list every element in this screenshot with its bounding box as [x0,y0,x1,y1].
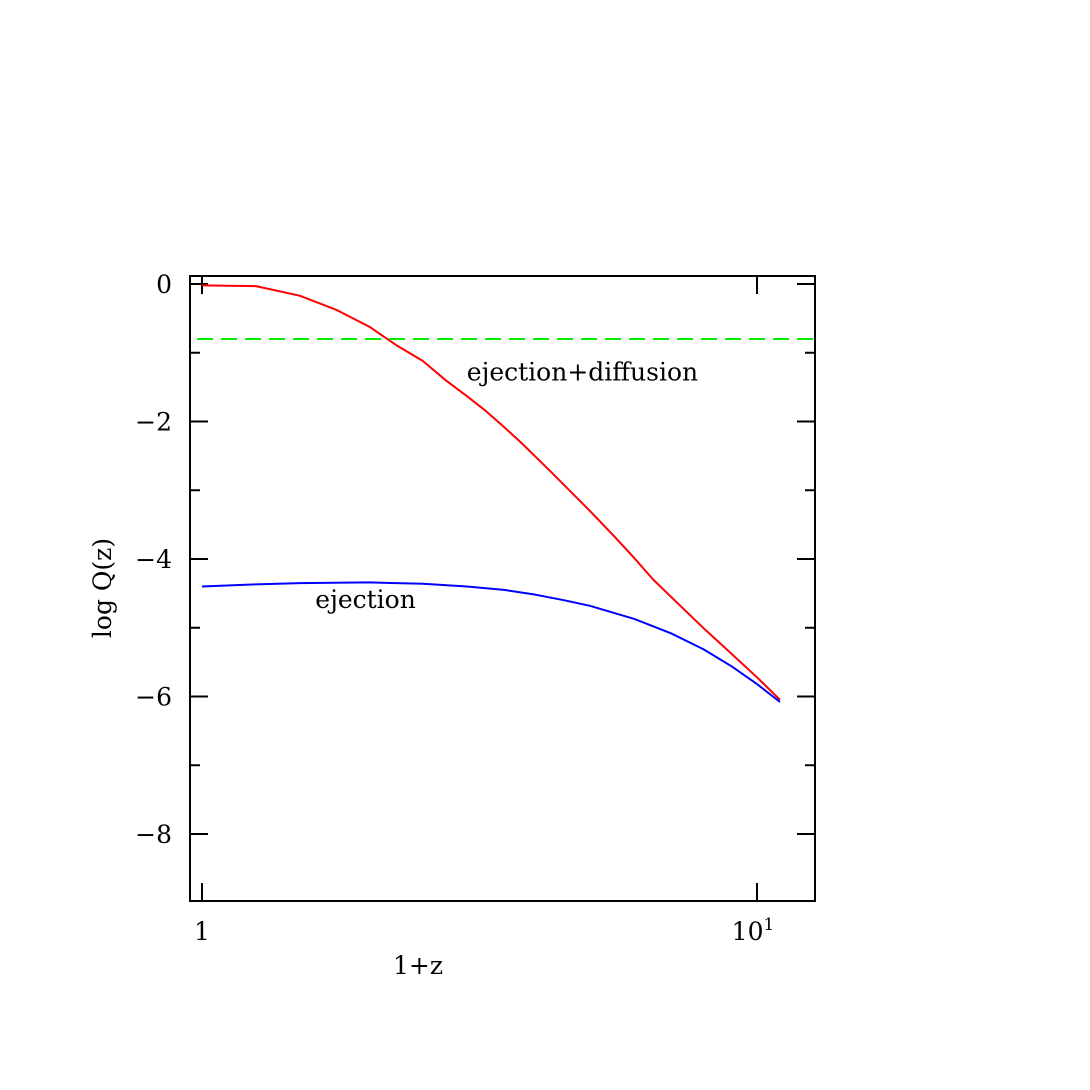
y-tick-label: −6 [135,683,172,712]
y-tick-label: −2 [135,408,172,437]
series-line-2 [201,581,781,703]
annotation-label: ejection+diffusion [467,357,698,386]
y-axis-title: log Q(z) [88,538,117,638]
y-tick-label: 0 [156,270,172,299]
annotation-label: ejection [315,585,416,614]
x-tick-label: 1 [194,917,210,946]
y-tick-label: −4 [135,545,172,574]
tick-labels: 0 −2 −4 −6 −8 1 101 [135,270,774,946]
series-group [197,284,815,703]
x-tick-label: 101 [732,915,775,946]
annotations: ejection+diffusion ejection [315,357,698,614]
axis-ticks [190,276,815,901]
series-line-1 [201,284,781,701]
y-tick-label: −8 [135,820,172,849]
x-axis-title: 1+z [393,951,443,980]
plot-frame [189,275,816,902]
